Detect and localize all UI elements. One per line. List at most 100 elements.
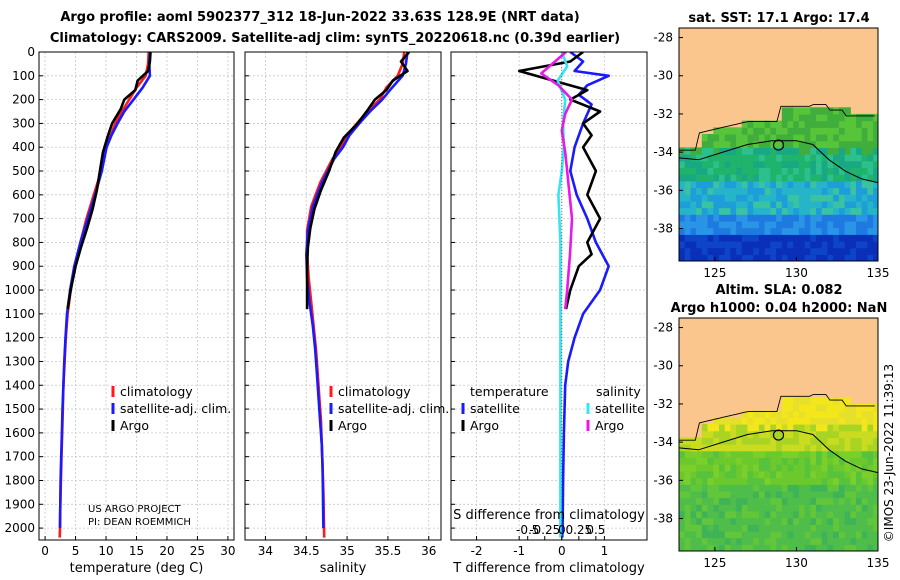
- map-cell: [684, 504, 691, 512]
- map-cell: [861, 510, 868, 519]
- map-cell: [770, 484, 777, 492]
- map-cell: [810, 207, 817, 215]
- map-cell: [690, 457, 697, 465]
- map-cell: [787, 417, 794, 425]
- map-cell: [850, 120, 857, 128]
- map-cell: [690, 524, 697, 532]
- map-cell: [736, 517, 743, 525]
- map-cell: [753, 424, 760, 432]
- map-cell: [741, 424, 749, 432]
- map-cell: [741, 470, 749, 479]
- map-cell: [827, 227, 834, 235]
- map-cell: [707, 457, 714, 465]
- map-cell: [679, 510, 686, 519]
- map-cell: [810, 470, 817, 479]
- map-cell: [850, 227, 857, 235]
- map-cell: [758, 187, 766, 195]
- map-cell: [827, 107, 834, 115]
- map-cell: [730, 497, 737, 505]
- map-cell: [816, 140, 823, 148]
- map-cell: [816, 214, 823, 222]
- map-cell: [701, 194, 709, 202]
- map-cell: [793, 437, 800, 445]
- map-cell: [753, 167, 760, 175]
- map-cell: [873, 417, 878, 425]
- map-cell: [707, 437, 714, 445]
- map-cell: [690, 240, 697, 249]
- map-cell: [696, 200, 703, 209]
- map-cell: [856, 254, 863, 261]
- map-cell: [679, 194, 686, 202]
- map-cell: [804, 113, 811, 122]
- map-cell: [821, 397, 828, 405]
- map-cell: [736, 160, 743, 168]
- map-cell: [827, 154, 834, 162]
- map-cell: [781, 484, 789, 492]
- y-tick-label: 1000: [4, 283, 35, 297]
- map-cell: [724, 154, 731, 162]
- map-cell: [713, 517, 720, 525]
- map-cell: [873, 220, 878, 229]
- map-cell: [850, 444, 857, 452]
- map-cell: [724, 544, 731, 551]
- map-cell: [798, 167, 806, 175]
- map-cell: [684, 154, 691, 162]
- map-cell: [770, 410, 777, 418]
- map-cell: [713, 464, 720, 472]
- map-cell: [838, 430, 846, 438]
- map-cell: [684, 200, 691, 209]
- map-cell: [793, 410, 800, 418]
- map-cell: [741, 524, 749, 532]
- map-cell: [747, 450, 754, 458]
- sla-map-title-2: Argo h1000: 0.04 h2000: NaN: [671, 301, 888, 316]
- map-cell: [816, 517, 823, 525]
- map-cell: [827, 444, 834, 452]
- map-cell: [741, 484, 749, 492]
- map-cell: [741, 234, 749, 242]
- map-cell: [867, 227, 874, 235]
- map-cell: [764, 227, 771, 235]
- map-cell: [707, 154, 714, 162]
- map-cell: [856, 477, 863, 485]
- map-cell: [679, 247, 686, 255]
- map-cell: [753, 484, 760, 492]
- map-cell: [747, 194, 754, 202]
- map-cell: [747, 120, 754, 128]
- map-cell: [736, 134, 743, 142]
- map-cell: [821, 247, 828, 255]
- map-cell: [781, 444, 789, 452]
- map-cell: [821, 504, 828, 512]
- map-cell: [861, 120, 868, 128]
- map-cell: [798, 504, 806, 512]
- map-cell: [719, 417, 726, 425]
- map-cell: [816, 397, 823, 405]
- map-cell: [701, 424, 709, 432]
- map-cell: [861, 470, 868, 479]
- map-cell: [713, 240, 720, 249]
- map-cell: [758, 174, 766, 182]
- map-cell: [804, 227, 811, 235]
- map-cell: [770, 417, 777, 425]
- map-cell: [798, 194, 806, 202]
- map-cell: [730, 490, 737, 499]
- map-cell: [816, 484, 823, 492]
- map-cell: [741, 254, 749, 261]
- map-cell: [753, 457, 760, 465]
- map-cell: [741, 214, 749, 222]
- map-cell: [873, 187, 878, 195]
- map-cell: [838, 234, 846, 242]
- map-cell: [730, 207, 737, 215]
- map-cell: [844, 424, 851, 432]
- map-cell: [850, 160, 857, 168]
- x-axis-label: T difference from climatology: [452, 561, 645, 576]
- map-cell: [804, 504, 811, 512]
- map-cell: [821, 457, 828, 465]
- map-cell: [753, 187, 760, 195]
- map-cell: [804, 424, 811, 432]
- map-cell: [719, 180, 726, 189]
- map-cell: [764, 160, 771, 168]
- map-cell: [798, 497, 806, 505]
- map-cell: [787, 517, 794, 525]
- map-cell: [741, 194, 749, 202]
- map-cell: [856, 457, 863, 465]
